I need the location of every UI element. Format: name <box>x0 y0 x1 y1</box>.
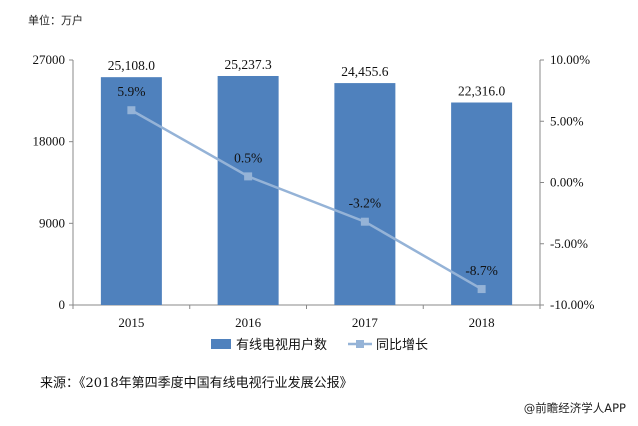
bar <box>100 77 162 305</box>
legend-line-marker <box>356 340 364 348</box>
x-tick-label: 2016 <box>235 315 262 330</box>
x-tick-label: 2017 <box>352 315 379 330</box>
right-tick-label: -10.00% <box>550 297 595 312</box>
bar <box>217 75 279 305</box>
right-tick-label: 5.00% <box>550 113 584 128</box>
growth-line <box>130 109 483 291</box>
unit-label: 单位：万户 <box>28 14 83 27</box>
growth-value-label: -8.7% <box>465 263 498 278</box>
x-tick-label: 2018 <box>469 315 495 330</box>
growth-value-label: 5.9% <box>117 84 145 99</box>
growth-point <box>244 172 253 181</box>
growth-value-label: -3.2% <box>349 196 382 211</box>
growth-point <box>477 285 486 294</box>
growth-point <box>127 106 136 115</box>
legend-bar-swatch <box>211 339 231 349</box>
bar <box>334 83 396 305</box>
chart-axes: 0 9000 18000 27000 -10.00% -5.00% 0.00% 5.00% 10… <box>33 52 595 330</box>
growth-value-label: 0.5% <box>234 150 262 165</box>
bar <box>451 102 513 305</box>
legend-line-label: 同比增长 <box>376 338 428 353</box>
data-labels: 25,108.0 25,237.3 24,455.6 22,316.0 5.9% 0.5%… <box>108 57 506 278</box>
growth-point <box>360 217 369 226</box>
left-tick-label: 27000 <box>33 52 66 67</box>
source-note: 来源：《2018年第四季度中国有线电视行业发展公报》 <box>40 376 353 391</box>
bar-value-label: 24,455.6 <box>341 64 389 79</box>
legend: 有线电视用户数 同比增长 <box>211 337 428 353</box>
line-series <box>127 106 486 294</box>
x-tick-label: 2015 <box>118 315 144 330</box>
legend-bar-label: 有线电视用户数 <box>236 337 327 353</box>
bar-value-label: 25,237.3 <box>225 57 273 72</box>
watermark: @前瞻经济学人APP <box>523 401 626 415</box>
left-tick-label: 0 <box>59 297 66 312</box>
right-tick-label: 0.00% <box>550 175 584 190</box>
bar-value-label: 25,108.0 <box>108 58 156 73</box>
right-tick-label: 10.00% <box>550 52 590 67</box>
bar-series <box>100 75 513 305</box>
right-tick-label: -5.00% <box>550 236 588 251</box>
bar-value-label: 22,316.0 <box>458 84 506 99</box>
left-tick-label: 9000 <box>39 215 65 230</box>
left-tick-label: 18000 <box>33 134 66 149</box>
